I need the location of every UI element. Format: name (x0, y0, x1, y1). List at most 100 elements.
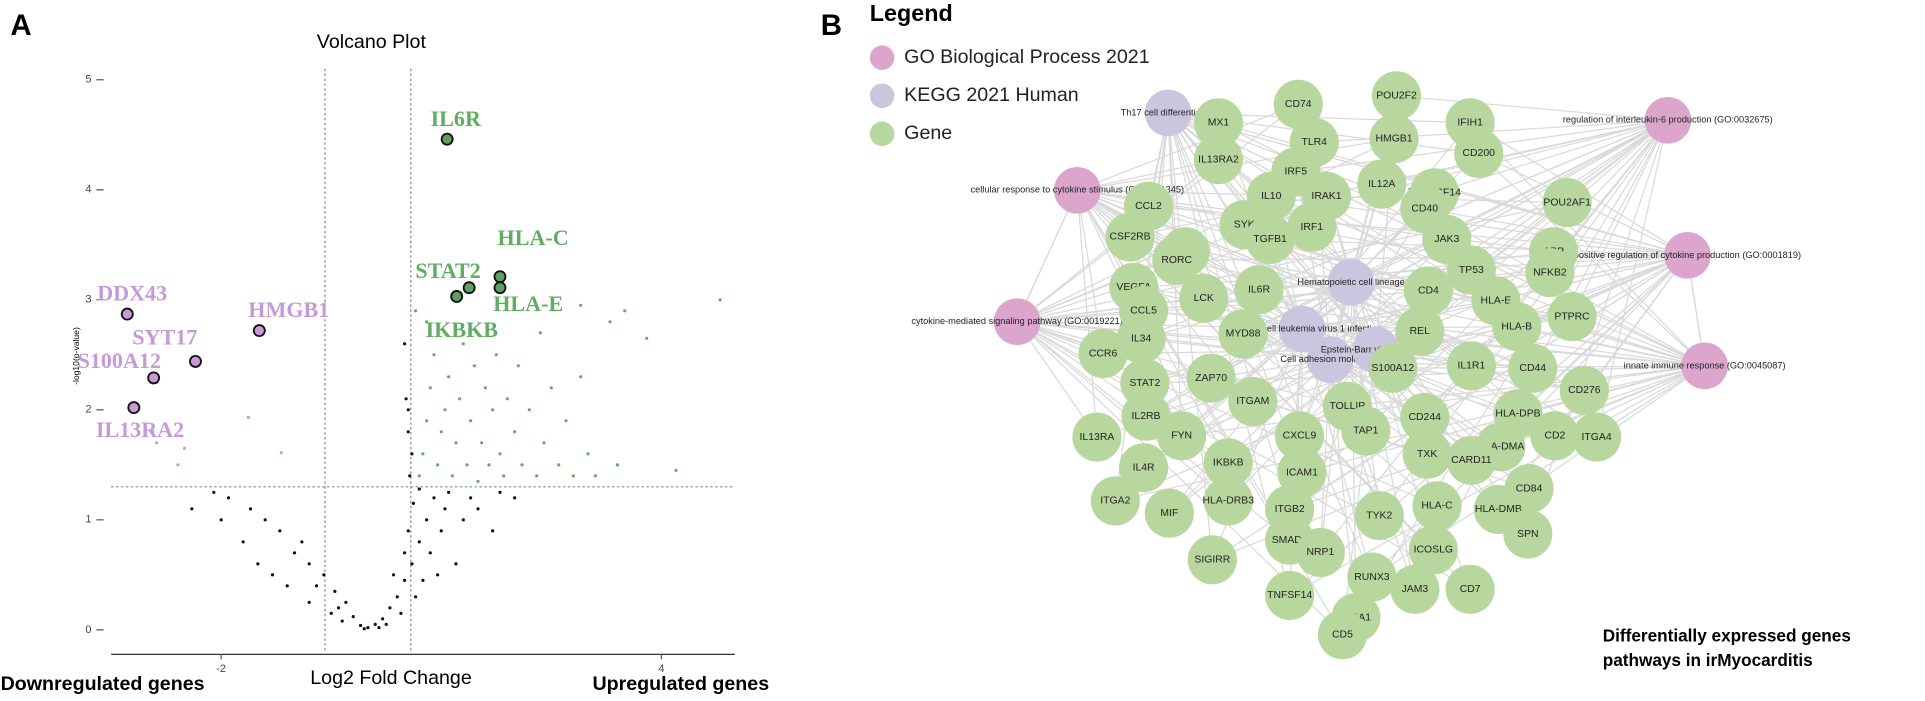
gene-node (1234, 265, 1284, 315)
point (516, 364, 520, 368)
gene-node (1371, 71, 1422, 121)
point (608, 320, 612, 324)
point (278, 529, 282, 533)
point (476, 507, 480, 511)
gene-label: NRP1 (1306, 547, 1334, 558)
edge (1301, 300, 1497, 330)
point (421, 578, 425, 582)
point (279, 451, 283, 455)
point (538, 331, 542, 335)
point (718, 298, 722, 302)
gene-node (1525, 247, 1575, 298)
gene-label: HLA-DMA (1477, 442, 1524, 453)
pathway-label: innate immune response (GO:0045087) (1624, 360, 1786, 370)
point (428, 551, 432, 555)
gene-node (1572, 412, 1622, 462)
gene-label: ZAP70 (1195, 373, 1227, 384)
gene-label: IL12A (1368, 179, 1395, 190)
gene-node (1265, 570, 1315, 620)
gene-label: REL (1410, 326, 1430, 337)
point-label: HLA-C (498, 225, 569, 250)
point (513, 496, 517, 500)
point (454, 562, 458, 566)
point (351, 615, 355, 619)
pathway-label: Th17 cell differentiation (1121, 107, 1216, 117)
point (491, 408, 495, 412)
gene-label: CD244 (1408, 412, 1441, 423)
edge (1217, 159, 1377, 351)
gene-label: ITGB2 (1275, 504, 1305, 515)
point (472, 364, 476, 368)
point (414, 309, 418, 313)
point (436, 463, 440, 467)
y-tick-label: 5 (85, 74, 91, 86)
gene-label: CD4 (1418, 286, 1439, 297)
gene-label: LCK (1194, 293, 1214, 304)
point (465, 463, 469, 467)
point (674, 468, 678, 472)
gene-label: IRF1 (1300, 222, 1323, 233)
chart-title: Volcano Plot (317, 31, 427, 53)
point (469, 419, 473, 423)
gene-label: S100A12 (1371, 363, 1414, 374)
pathway-node (1681, 342, 1728, 390)
point (428, 386, 432, 390)
gene-label: IRAK1 (1311, 191, 1341, 202)
point (406, 408, 410, 412)
gene-label: HLA-DMB (1475, 504, 1522, 515)
y-tick-label: 4 (85, 184, 91, 196)
gene-label: TAP1 (1353, 426, 1378, 437)
gene-node (1274, 411, 1325, 461)
gene-node (1218, 309, 1268, 359)
gene-node (1341, 406, 1391, 456)
highlighted-point (147, 371, 161, 385)
point (380, 617, 385, 621)
point (292, 551, 297, 555)
gene-label: TOLLIP (1330, 401, 1366, 412)
point (498, 452, 502, 456)
point (411, 501, 415, 505)
edge (1017, 321, 1420, 333)
gene-label: VEGFA (1116, 282, 1151, 293)
edge (1396, 95, 1668, 121)
edge (1016, 190, 1078, 322)
gene-label: MIF (1160, 508, 1178, 519)
gene-node (1542, 178, 1592, 228)
pathway-label: Human T-cell leukemia virus 1 infection (1222, 323, 1382, 333)
point (340, 619, 344, 623)
point (219, 518, 223, 522)
panel-letter: A (10, 9, 31, 42)
gene-node (1503, 509, 1553, 559)
gene-label: IL10 (1261, 191, 1281, 202)
point (439, 430, 443, 434)
point (270, 573, 275, 577)
point (586, 452, 590, 456)
gene-label: ICOSLG (1414, 545, 1453, 556)
point (404, 397, 408, 401)
point (447, 375, 451, 379)
gene-label: IKBKB (1213, 458, 1244, 469)
legend-title: Legend (870, 0, 953, 26)
gene-label: IL1R1 (1457, 361, 1485, 372)
gene-label: POU2AF1 (1543, 197, 1591, 208)
point (391, 573, 396, 577)
point (476, 479, 480, 483)
gene-node (1105, 212, 1155, 262)
point (151, 430, 155, 434)
edge (1350, 119, 1669, 283)
pathway-node (993, 298, 1041, 345)
gene-node (1530, 411, 1580, 461)
edge (1144, 328, 1303, 384)
gene-label: ITGA2 (1100, 496, 1130, 507)
pathway-node (1144, 89, 1192, 137)
point (579, 303, 583, 307)
gene-node (1454, 128, 1504, 179)
gene-node (1446, 341, 1496, 391)
right-note: Upregulated genes (592, 673, 769, 695)
gene-label: HLA-DPB (1495, 408, 1540, 419)
edge (1181, 365, 1705, 437)
x-tick-label: 4 (658, 663, 664, 675)
gene-label: JAK3 (1434, 234, 1459, 245)
point-label: DDX43 (97, 281, 167, 306)
gene-node (1193, 135, 1244, 185)
